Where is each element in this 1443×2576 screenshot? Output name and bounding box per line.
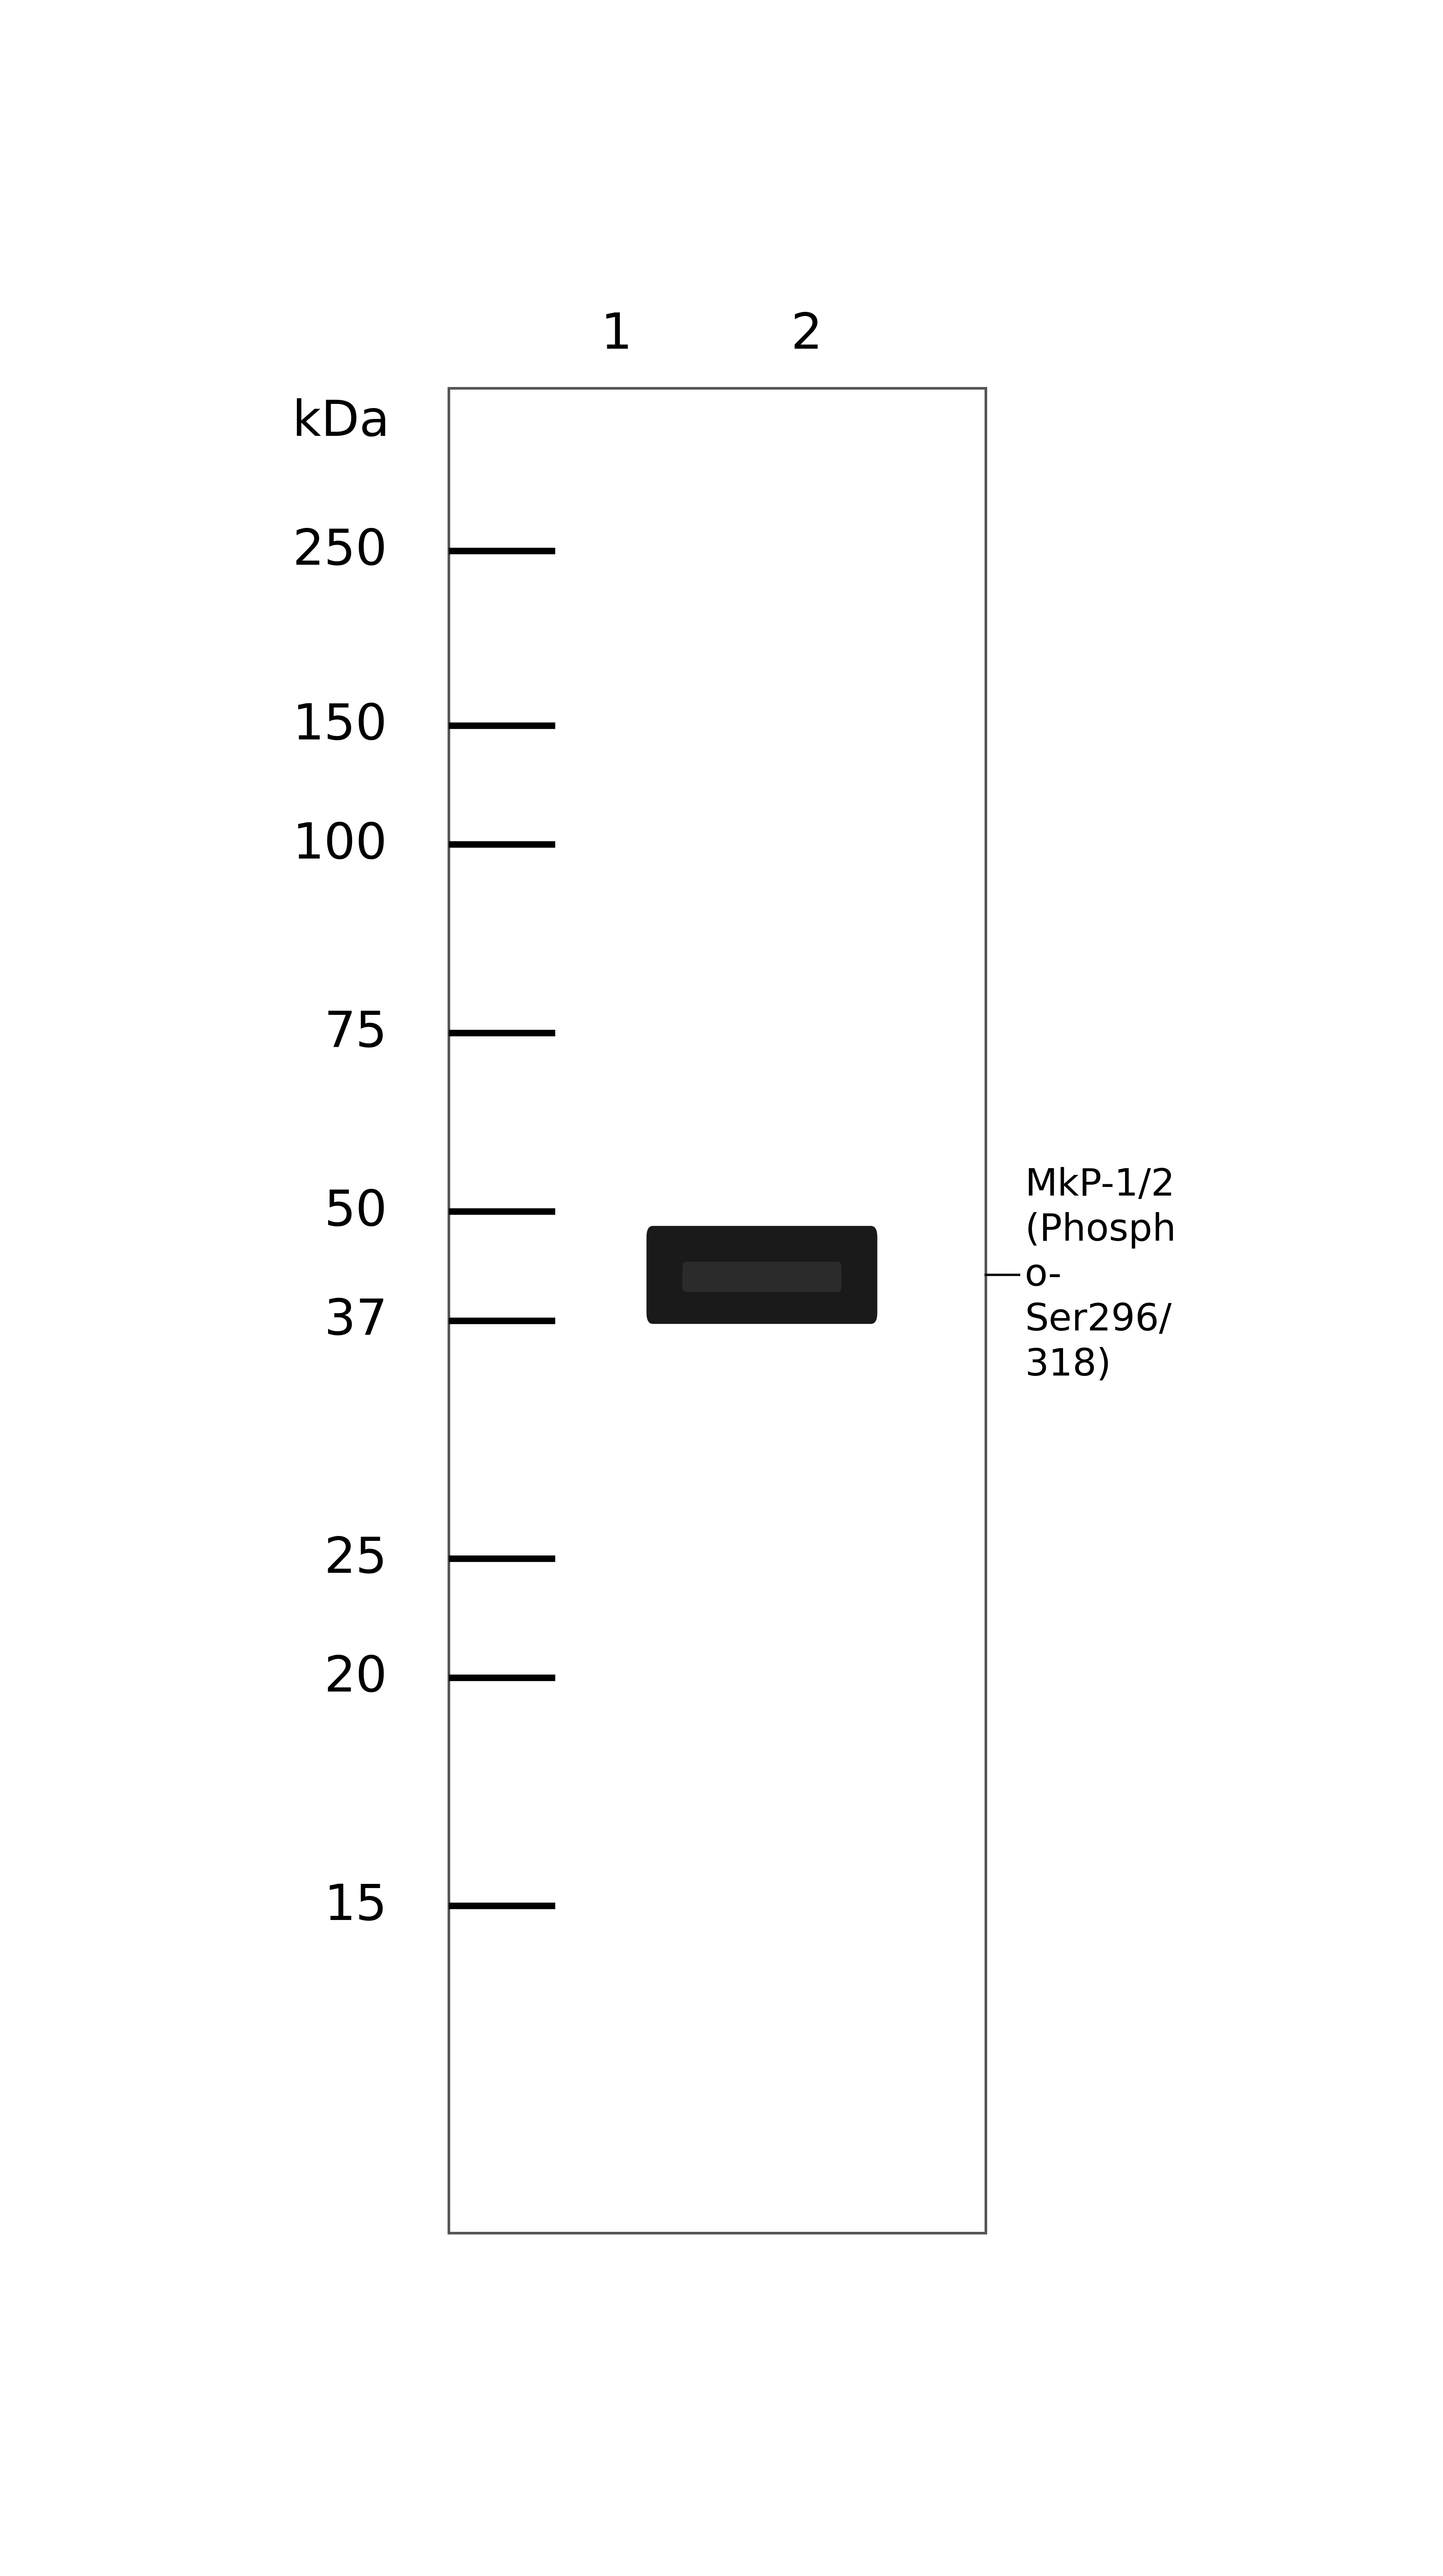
Text: MkP-1/2
(Phosph
o-
Ser296/
318): MkP-1/2 (Phosph o- Ser296/ 318)	[1025, 1167, 1176, 1383]
FancyBboxPatch shape	[646, 1226, 877, 1324]
Text: 50: 50	[325, 1188, 387, 1236]
Text: 2: 2	[791, 312, 823, 358]
Text: 20: 20	[325, 1654, 387, 1703]
Text: 25: 25	[325, 1535, 387, 1582]
Text: 100: 100	[293, 822, 387, 868]
FancyBboxPatch shape	[683, 1262, 841, 1293]
Text: 150: 150	[293, 701, 387, 750]
Bar	[449, 389, 986, 2233]
Text: 75: 75	[325, 1010, 387, 1056]
Text: kDa: kDa	[291, 399, 390, 446]
Text: 250: 250	[293, 528, 387, 574]
Text: 15: 15	[325, 1883, 387, 1929]
Text: 1: 1	[600, 312, 632, 358]
Text: 37: 37	[325, 1296, 387, 1345]
